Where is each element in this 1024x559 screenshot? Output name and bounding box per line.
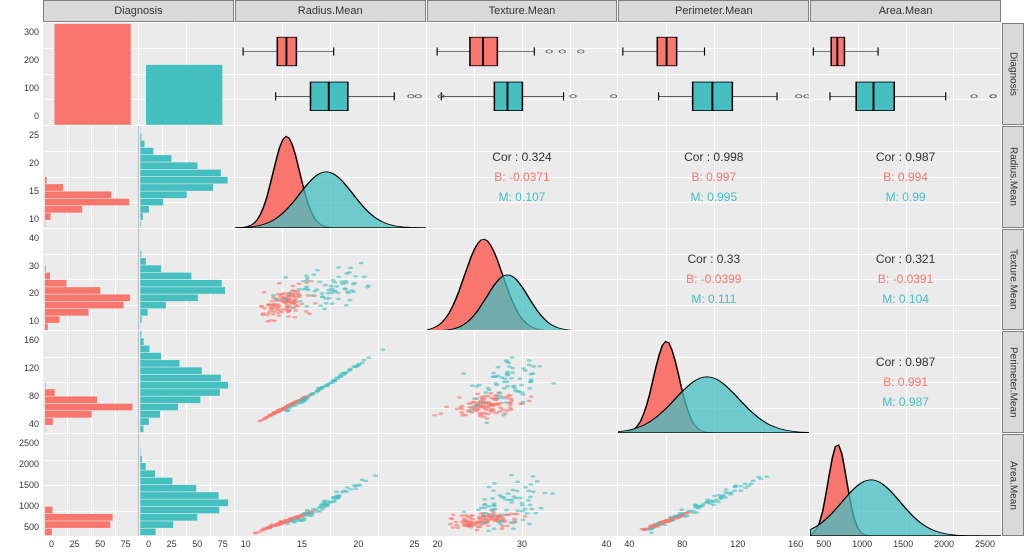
facet-hist-panel: [43, 434, 234, 536]
scatter-panel: [427, 331, 618, 433]
row-header: Perimeter.Mean: [1002, 331, 1024, 433]
col-header: Texture.Mean: [427, 0, 618, 22]
cor-panel: Cor : 0.321B: -0.0391M: 0.104: [810, 229, 1001, 331]
boxplot-panel: [618, 23, 809, 125]
cor-panel: Cor : 0.987B: 0.994M: 0.99: [810, 126, 1001, 228]
row-header: Diagnosis: [1002, 23, 1024, 125]
y-axis-ticks: 40302010: [0, 229, 42, 331]
diagonal-panel: [810, 434, 1001, 536]
x-axis-ticks: 4080120160: [618, 537, 809, 559]
x-axis-ticks: 10152025: [235, 537, 426, 559]
y-axis-ticks: 25201510: [0, 126, 42, 228]
boxplot-panel: [810, 23, 1001, 125]
col-header: Area.Mean: [810, 0, 1001, 22]
x-axis-ticks: 02550750255075: [43, 537, 234, 559]
row-header: Radius.Mean: [1002, 126, 1024, 228]
cor-panel: Cor : 0.987B: 0.991M: 0.987: [810, 331, 1001, 433]
scatter-panel: [618, 434, 809, 536]
scatter-panel: [235, 331, 426, 433]
col-header: Perimeter.Mean: [618, 0, 809, 22]
col-header: Radius.Mean: [235, 0, 426, 22]
scatter-panel: [235, 434, 426, 536]
cor-panel: Cor : 0.324B: -0.0371M: 0.107: [427, 126, 618, 228]
diagonal-panel: [235, 126, 426, 228]
y-axis-ticks: 2500200015001000500: [0, 434, 42, 536]
diagonal-panel: [43, 23, 234, 125]
y-axis-ticks: 3002001000: [0, 23, 42, 125]
row-header: Area.Mean: [1002, 434, 1024, 536]
diagonal-panel: [427, 229, 618, 331]
boxplot-panel: [235, 23, 426, 125]
col-header: Diagnosis: [43, 0, 234, 22]
cor-panel: Cor : 0.33B: -0.0399M: 0.111: [618, 229, 809, 331]
boxplot-panel: [427, 23, 618, 125]
cor-panel: Cor : 0.998B: 0.997M: 0.995: [618, 126, 809, 228]
x-axis-ticks: 5001000150020002500: [810, 537, 1001, 559]
facet-hist-panel: [43, 331, 234, 433]
scatter-panel: [235, 229, 426, 331]
scatter-panel: [427, 434, 618, 536]
facet-hist-panel: [43, 126, 234, 228]
diagonal-panel: [618, 331, 809, 433]
y-axis-ticks: 1601208040: [0, 331, 42, 433]
facet-hist-panel: [43, 229, 234, 331]
row-header: Texture.Mean: [1002, 229, 1024, 331]
x-axis-ticks: 203040: [427, 537, 618, 559]
